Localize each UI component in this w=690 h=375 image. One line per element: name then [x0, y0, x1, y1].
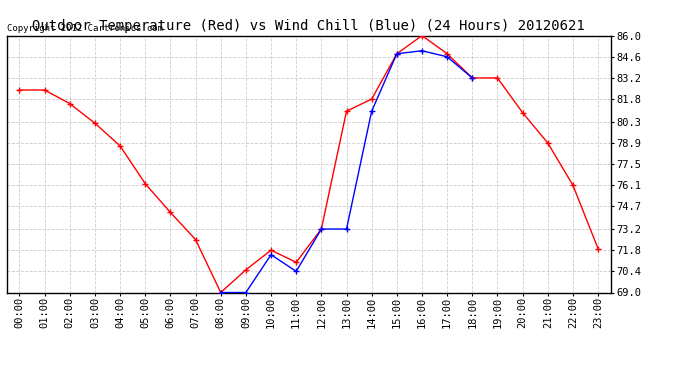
Title: Outdoor Temperature (Red) vs Wind Chill (Blue) (24 Hours) 20120621: Outdoor Temperature (Red) vs Wind Chill …	[32, 19, 585, 33]
Text: Copyright 2012 Cartronics.com: Copyright 2012 Cartronics.com	[7, 24, 163, 33]
